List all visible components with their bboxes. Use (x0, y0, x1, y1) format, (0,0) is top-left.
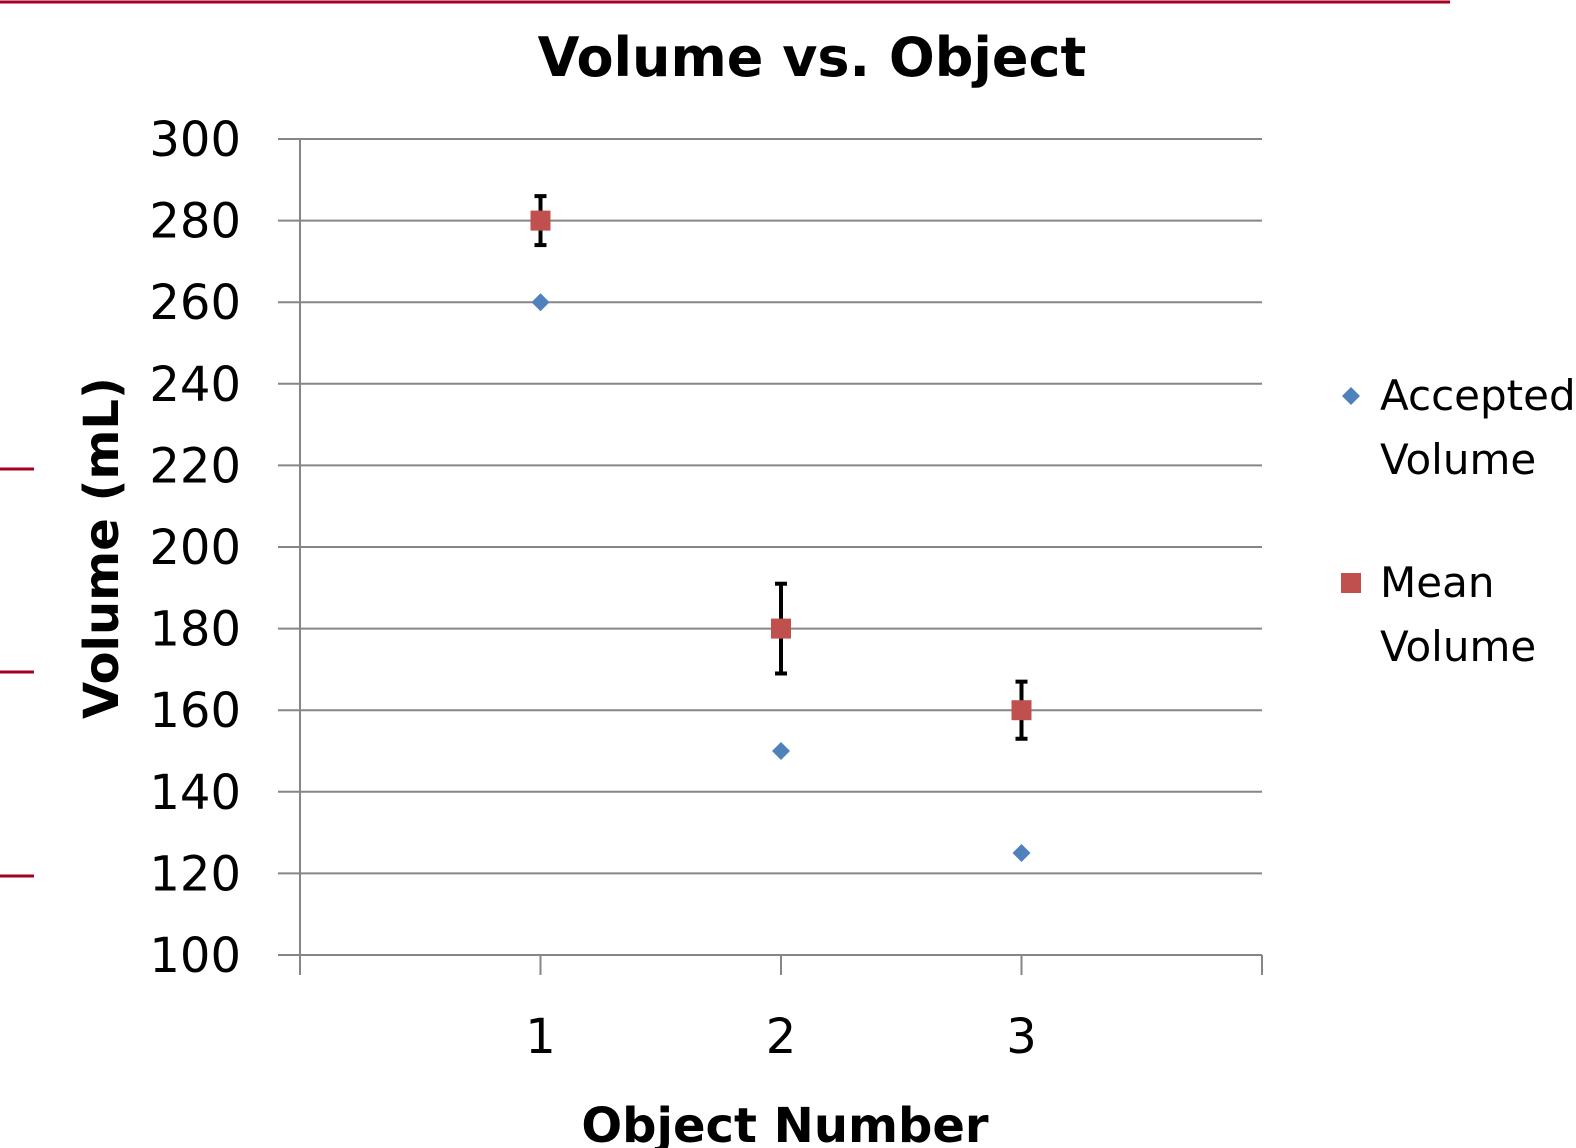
gridlines (278, 138, 1262, 956)
x-tick-label-1: 1 (525, 1009, 556, 1065)
y-axis-title: Volume (mL) (74, 377, 130, 719)
y-tick-label-140: 140 (149, 765, 241, 821)
chart-title: Volume vs. Object (538, 26, 1087, 89)
marker-square-2-3 (1011, 700, 1032, 721)
marker-diamond-1-1 (531, 293, 550, 312)
y-tick-label-300: 300 (149, 112, 241, 168)
marker-diamond-1-2 (772, 742, 790, 760)
data-markers (530, 210, 1032, 862)
legend-marker-1 (1342, 387, 1360, 405)
y-tick-label-240: 240 (149, 357, 241, 413)
frame-decorations (0, 0, 1450, 878)
x-tick-label-3: 3 (1006, 1009, 1037, 1065)
legend-marker-2 (1341, 573, 1361, 593)
y-tick-label-260: 260 (149, 275, 241, 331)
x-tick-labels: 1 2 3 (525, 1009, 1037, 1065)
y-tick-label-180: 180 (149, 602, 241, 658)
y-tick-label-280: 280 (149, 194, 241, 250)
y-tick-label-100: 100 (149, 928, 241, 984)
marker-square-2-1 (530, 210, 551, 231)
y-tick-labels: 100 120 140 160 180 200 220 240 260 280 300 (149, 112, 241, 984)
marker-diamond-1-3 (1012, 844, 1031, 862)
y-tick-label-220: 220 (149, 438, 241, 494)
axes (299, 139, 1263, 975)
legend-label-line: Mean (1380, 558, 1494, 607)
legend-label-line: Volume (1380, 622, 1536, 671)
marker-square-2-2 (771, 618, 791, 639)
legend-label-line: Accepted (1380, 371, 1576, 420)
y-tick-label-160: 160 (149, 683, 241, 739)
legend-label-line: Volume (1380, 435, 1536, 484)
legend-label-2: Mean Volume (1380, 558, 1536, 671)
error-bars (534, 194, 1028, 741)
x-axis-title: Object Number (581, 1098, 989, 1148)
y-tick-label-200: 200 (149, 520, 241, 576)
legend-label-1: Accepted Volume (1380, 371, 1576, 484)
y-tick-label-120: 120 (149, 846, 241, 902)
legend: Accepted Volume Mean Volume (1341, 371, 1576, 671)
x-tick-label-2: 2 (766, 1009, 797, 1065)
